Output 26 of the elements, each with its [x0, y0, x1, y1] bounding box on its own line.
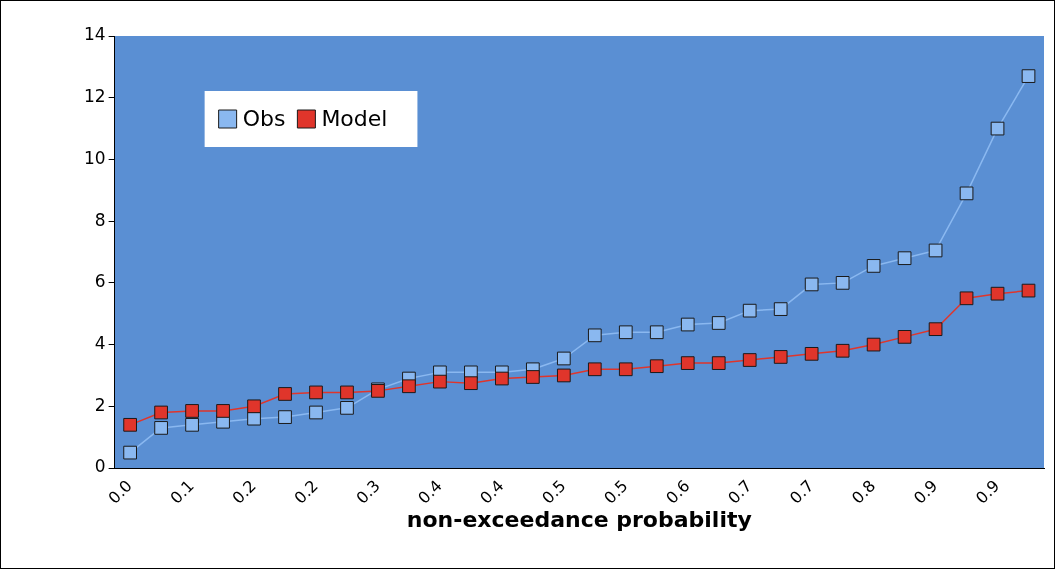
- x-tick-label: 0.1: [166, 476, 198, 508]
- x-tick-label: 0.9: [971, 476, 1004, 508]
- x-tick-label: 0.4: [476, 476, 508, 508]
- x-tick-label: 0.2: [290, 476, 322, 508]
- y-tick-label: 4: [94, 333, 106, 354]
- y-tick-label: 6: [94, 271, 106, 292]
- y-tick-label: 2: [94, 394, 106, 415]
- x-axis-title: non-exceedance probability: [406, 506, 752, 532]
- x-tick-label: 0.7: [785, 476, 818, 508]
- legend-label: Obs: [242, 105, 286, 131]
- x-tick-label: 0.2: [228, 476, 260, 508]
- x-tick-label: 0.8: [847, 476, 880, 508]
- x-tick-label: 0.5: [538, 476, 570, 508]
- x-tick-label: 0.7: [724, 476, 756, 508]
- y-tick-label: 0: [94, 456, 106, 477]
- y-tick-label: 10: [83, 147, 106, 168]
- legend-label: Model: [321, 105, 388, 131]
- x-tick-label: 0.5: [600, 476, 632, 508]
- y-tick-label: 12: [83, 86, 106, 107]
- x-tick-label: 0.3: [352, 476, 384, 508]
- x-tick-label: 0.6: [662, 476, 694, 508]
- x-tick-label: 0.9: [909, 476, 942, 508]
- y-tick-label: 14: [83, 24, 106, 45]
- x-tick-label: 0.0: [104, 476, 136, 508]
- y-tick-label: 8: [94, 209, 106, 230]
- x-tick-label: 0.4: [414, 476, 446, 508]
